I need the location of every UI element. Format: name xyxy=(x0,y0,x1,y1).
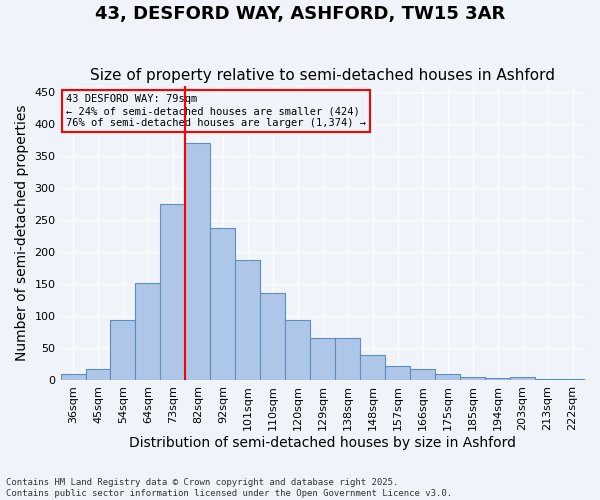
Bar xyxy=(185,144,211,380)
Bar xyxy=(335,338,360,380)
Bar xyxy=(61,374,86,380)
Y-axis label: Number of semi-detached properties: Number of semi-detached properties xyxy=(15,105,29,362)
Text: 43, DESFORD WAY, ASHFORD, TW15 3AR: 43, DESFORD WAY, ASHFORD, TW15 3AR xyxy=(95,5,505,23)
Text: Contains HM Land Registry data © Crown copyright and database right 2025.
Contai: Contains HM Land Registry data © Crown c… xyxy=(6,478,452,498)
Bar xyxy=(160,204,185,380)
Text: 43 DESFORD WAY: 79sqm
← 24% of semi-detached houses are smaller (424)
76% of sem: 43 DESFORD WAY: 79sqm ← 24% of semi-deta… xyxy=(66,94,366,128)
Bar xyxy=(410,369,435,380)
Bar xyxy=(260,294,286,380)
Bar xyxy=(286,320,310,380)
Bar xyxy=(435,374,460,380)
Bar xyxy=(235,260,260,380)
Bar xyxy=(310,338,335,380)
Bar xyxy=(385,366,410,380)
Bar xyxy=(510,378,535,380)
Bar xyxy=(460,378,485,380)
Title: Size of property relative to semi-detached houses in Ashford: Size of property relative to semi-detach… xyxy=(90,68,555,83)
Bar xyxy=(560,379,585,380)
Bar xyxy=(136,283,160,380)
Bar xyxy=(485,378,510,380)
Bar xyxy=(360,355,385,380)
X-axis label: Distribution of semi-detached houses by size in Ashford: Distribution of semi-detached houses by … xyxy=(129,436,516,450)
Bar xyxy=(211,228,235,380)
Bar xyxy=(535,378,560,380)
Bar xyxy=(110,320,136,380)
Bar xyxy=(86,369,110,380)
